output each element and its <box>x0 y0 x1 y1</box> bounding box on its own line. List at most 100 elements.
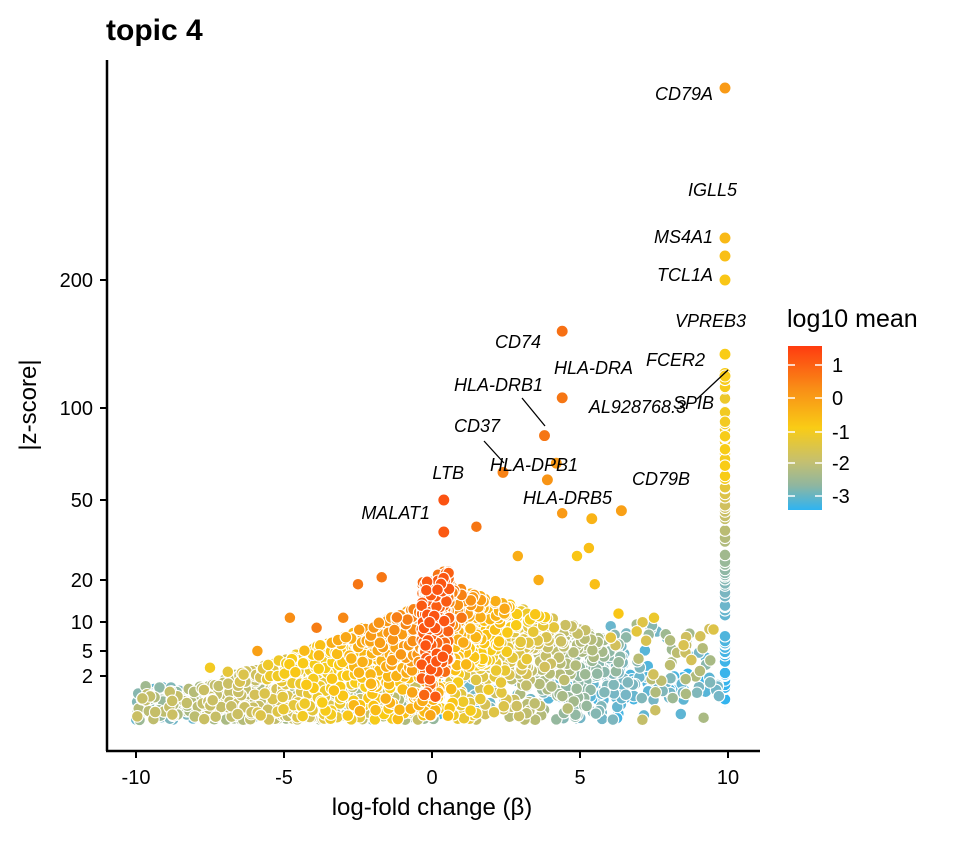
gene-point <box>429 690 442 704</box>
legend-tick-label: 0 <box>832 388 843 410</box>
gene-point <box>405 686 419 699</box>
gene-point <box>703 654 717 667</box>
gene-point <box>482 683 495 697</box>
gene-point <box>221 665 235 679</box>
gene-point <box>696 641 710 655</box>
gene-point <box>586 643 599 657</box>
gene-point <box>464 704 477 717</box>
gene-label: FCER2 <box>646 350 705 370</box>
gene-point <box>554 635 568 648</box>
y-tick-label: 50 <box>71 490 93 512</box>
gene-point <box>663 634 677 647</box>
y-tick-label: 20 <box>71 570 93 592</box>
gene-point <box>520 652 534 666</box>
gene-point <box>569 659 583 672</box>
gene-point <box>379 692 393 705</box>
gene-point <box>632 652 645 666</box>
gene-label: VPREB3 <box>675 311 746 331</box>
gene-point <box>636 713 649 727</box>
gene-point <box>718 442 732 456</box>
gene-point <box>419 583 433 597</box>
color-legend: log10 mean 1 0 -1 -2 -3 <box>787 305 918 510</box>
gene-point <box>639 634 653 648</box>
gene-point <box>612 607 625 620</box>
gene-point <box>635 691 649 705</box>
gene-label: CD37 <box>454 416 501 436</box>
gene-label: LTB <box>432 463 464 483</box>
gene-point <box>693 629 707 643</box>
gene-point <box>494 676 508 689</box>
y-tick-label: 200 <box>60 270 93 292</box>
gene-point <box>712 689 726 703</box>
gene-point <box>509 618 523 632</box>
gene-point <box>375 570 389 584</box>
gene-point <box>431 583 444 597</box>
gene-point <box>685 653 698 667</box>
gene-point <box>364 677 378 691</box>
gene-point <box>679 672 693 686</box>
gene-point <box>582 541 596 555</box>
gene-point <box>464 594 478 607</box>
gene-point <box>500 645 514 659</box>
gene-point <box>718 548 732 562</box>
labeled-gene-point <box>537 429 552 443</box>
gene-point <box>283 611 297 625</box>
gene-label: CD74 <box>495 332 541 352</box>
gene-point <box>455 611 468 625</box>
gene-point <box>315 696 329 709</box>
gene-point <box>369 703 382 717</box>
labeled-gene-point <box>718 231 732 245</box>
gene-point <box>519 679 533 692</box>
gene-point <box>237 668 250 681</box>
gene-label-leader <box>521 397 546 427</box>
gene-point <box>674 707 688 721</box>
gene-point <box>351 577 365 591</box>
gene-point <box>677 638 690 652</box>
gene-point <box>166 708 179 721</box>
gene-point <box>388 623 401 637</box>
gene-point <box>598 685 611 699</box>
gene-label: TCL1A <box>657 265 713 285</box>
y-tick-label: 100 <box>60 398 93 420</box>
gene-point <box>528 697 542 710</box>
labeled-gene-point <box>718 347 732 361</box>
gene-point <box>489 664 503 677</box>
gene-point <box>718 429 732 443</box>
gene-point <box>578 667 592 681</box>
gene-point <box>298 644 311 658</box>
gene-point <box>570 549 584 563</box>
x-tick-label: -10 <box>122 767 151 789</box>
labeled-gene-point <box>585 512 599 526</box>
gene-point <box>325 672 339 686</box>
gene-point <box>344 652 358 665</box>
gene-point <box>630 625 644 638</box>
labeled-gene-point <box>540 473 554 487</box>
gene-point <box>352 666 366 679</box>
labeled-gene-point <box>555 324 569 338</box>
gene-point <box>148 705 162 719</box>
gene-point <box>469 673 483 687</box>
gene-point <box>401 613 414 626</box>
x-tick-label: -5 <box>275 767 293 789</box>
gene-point <box>666 691 680 705</box>
gene-point <box>277 702 290 716</box>
gene-point <box>372 616 386 630</box>
labeled-gene-point <box>437 493 451 507</box>
gene-point <box>394 648 408 661</box>
gene-point <box>559 618 572 632</box>
y-tick-label: 2 <box>82 666 93 688</box>
gene-point <box>570 682 584 696</box>
x-tick-label: 0 <box>426 767 437 789</box>
gene-label: HLA-DRA <box>554 358 633 378</box>
gene-point <box>647 668 660 681</box>
gene-point <box>254 709 268 722</box>
gene-point <box>557 673 571 687</box>
y-axis-ticks: 2 5 10 20 50 100 200 <box>60 270 107 688</box>
gene-point <box>276 690 290 704</box>
gene-point <box>487 705 501 719</box>
gene-point <box>648 703 662 717</box>
y-axis-title: |z-score| <box>15 359 42 450</box>
gene-point <box>718 415 732 429</box>
labeled-gene-point <box>718 369 732 383</box>
